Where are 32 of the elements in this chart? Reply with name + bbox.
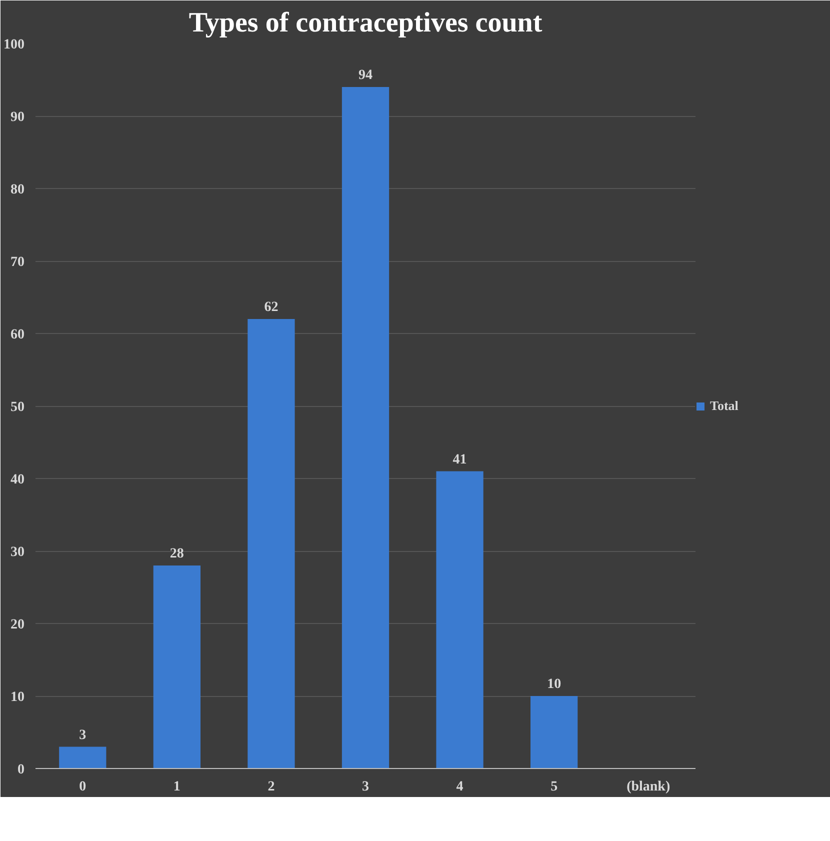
y-tick-label: 50 (10, 400, 24, 415)
data-label: 94 (358, 68, 372, 83)
chart-title: Types of contraceptives count (188, 8, 543, 38)
x-tick-label: 5 (550, 780, 558, 794)
bar (530, 696, 578, 768)
data-label: 10 (547, 677, 562, 692)
x-tick-label: (blank) (626, 780, 670, 794)
x-tick-label: 2 (268, 780, 275, 794)
data-label: 28 (170, 546, 184, 562)
y-tick-label: 60 (10, 328, 24, 342)
y-tick-label: 100 (4, 38, 24, 52)
data-label: 3 (79, 728, 86, 743)
y-tick-label: 0 (18, 762, 24, 778)
y-tick-label: 10 (10, 690, 24, 705)
y-tick-label: 30 (10, 545, 24, 560)
bar (342, 87, 390, 768)
x-tick-label: 0 (79, 780, 86, 794)
bar (153, 566, 200, 768)
y-tick-label: 90 (10, 110, 24, 125)
y-tick-label: 70 (10, 255, 24, 270)
bar (436, 471, 484, 768)
y-tick-label: 40 (10, 472, 24, 488)
y-tick-label: 20 (10, 618, 24, 632)
y-tick-label: 80 (10, 182, 24, 198)
x-tick-label: 3 (362, 780, 369, 794)
x-tick-label: 4 (456, 780, 464, 794)
x-tick-label: 1 (173, 780, 180, 794)
data-label: 41 (452, 452, 467, 468)
bar (59, 746, 106, 768)
bar (248, 319, 295, 768)
legend-label: Total (710, 398, 738, 414)
data-label: 62 (264, 300, 278, 315)
